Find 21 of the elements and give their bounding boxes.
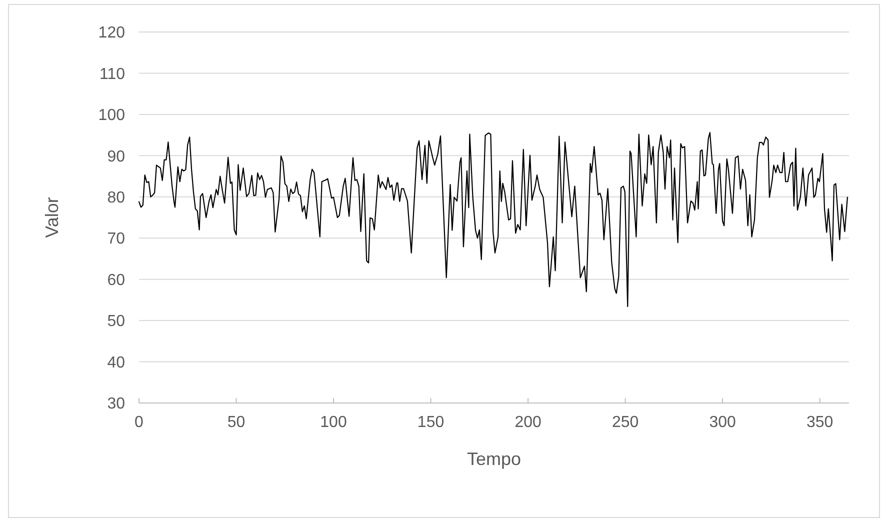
x-tick-label: 100	[320, 414, 347, 431]
y-tick-label: 60	[107, 272, 126, 289]
y-tick-label: 80	[107, 189, 126, 206]
x-tick-label: 300	[709, 414, 736, 431]
x-tick-label: 150	[417, 414, 444, 431]
y-tick-label: 50	[107, 313, 126, 330]
y-tick-label: 110	[99, 66, 126, 83]
x-axis-title: Tempo	[466, 449, 522, 469]
y-tick-label: 30	[107, 396, 126, 413]
x-tick-label: 0	[134, 414, 144, 431]
x-tick-label: 250	[612, 414, 639, 431]
y-tick-label: 70	[107, 230, 126, 248]
line-series	[138, 132, 848, 308]
y-tick-label: 90	[107, 148, 126, 166]
y-tick-label: 100	[98, 107, 126, 124]
y-tick-label: 120	[98, 24, 126, 42]
y-axis-title: Valor	[42, 197, 62, 238]
x-tick-label: 200	[514, 414, 542, 431]
x-tick-label: 50	[227, 414, 246, 431]
x-tick-label: 350	[806, 414, 834, 431]
y-tick-label: 40	[107, 354, 126, 372]
